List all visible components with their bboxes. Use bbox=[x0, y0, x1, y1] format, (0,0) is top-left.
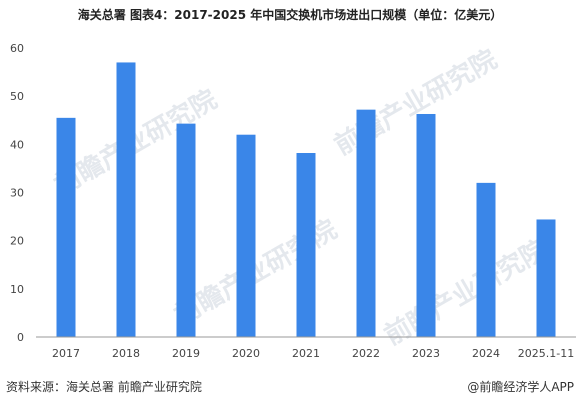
title-text: 图表4：2017-2025 年中国交换机市场进出口规模（单位：亿美元） bbox=[129, 8, 503, 22]
bar-2020 bbox=[236, 134, 256, 337]
bar-2022 bbox=[356, 109, 376, 337]
x-tick-label: 2023 bbox=[412, 347, 440, 360]
x-tick-label: 2017 bbox=[52, 347, 80, 360]
brand-credit: @前瞻经济学人APP bbox=[467, 380, 574, 394]
bar-2018 bbox=[116, 62, 136, 337]
bar-2019 bbox=[176, 123, 196, 337]
watermark-text: 前瞻产业研究院 bbox=[379, 234, 552, 352]
x-tick-label: 2019 bbox=[172, 347, 200, 360]
footer: 资料来源：海关总署 前瞻产业研究院 @前瞻经济学人APP bbox=[6, 378, 574, 396]
x-tick-label: 2021 bbox=[292, 347, 320, 360]
y-tick-label: 40 bbox=[10, 138, 24, 151]
bar-2024 bbox=[476, 182, 496, 337]
x-tick-label: 2022 bbox=[352, 347, 380, 360]
y-tick-label: 20 bbox=[10, 235, 24, 248]
source-note: 资料来源：海关总署 前瞻产业研究院 bbox=[6, 380, 202, 394]
x-axis: 2017 2018 2019 2020 2021 2022 2023 2024 2025.1-1… bbox=[52, 347, 574, 360]
y-tick-label: 10 bbox=[10, 283, 24, 296]
title-source: 海关总署 bbox=[77, 8, 126, 22]
y-tick-label: 60 bbox=[10, 42, 24, 55]
y-tick-label: 0 bbox=[17, 331, 24, 344]
bars-group bbox=[56, 62, 556, 337]
x-tick-label: 2020 bbox=[232, 347, 260, 360]
x-tick-label: 2024 bbox=[472, 347, 500, 360]
x-tick-label: 2025.1-11 bbox=[518, 347, 574, 360]
bar-2025.1-11 bbox=[536, 219, 556, 337]
y-axis: 0 10 20 30 40 50 60 bbox=[10, 42, 24, 344]
watermark-text: 前瞻产业研究院 bbox=[329, 44, 502, 162]
bar-2021 bbox=[296, 153, 316, 337]
y-tick-label: 50 bbox=[10, 90, 24, 103]
bar-2023 bbox=[416, 113, 436, 337]
bar-2017 bbox=[56, 117, 76, 337]
y-tick-label: 30 bbox=[10, 187, 24, 200]
x-tick-label: 2018 bbox=[112, 347, 140, 360]
chart-title: 海关总署 图表4：2017-2025 年中国交换机市场进出口规模（单位：亿美元） bbox=[0, 6, 580, 23]
